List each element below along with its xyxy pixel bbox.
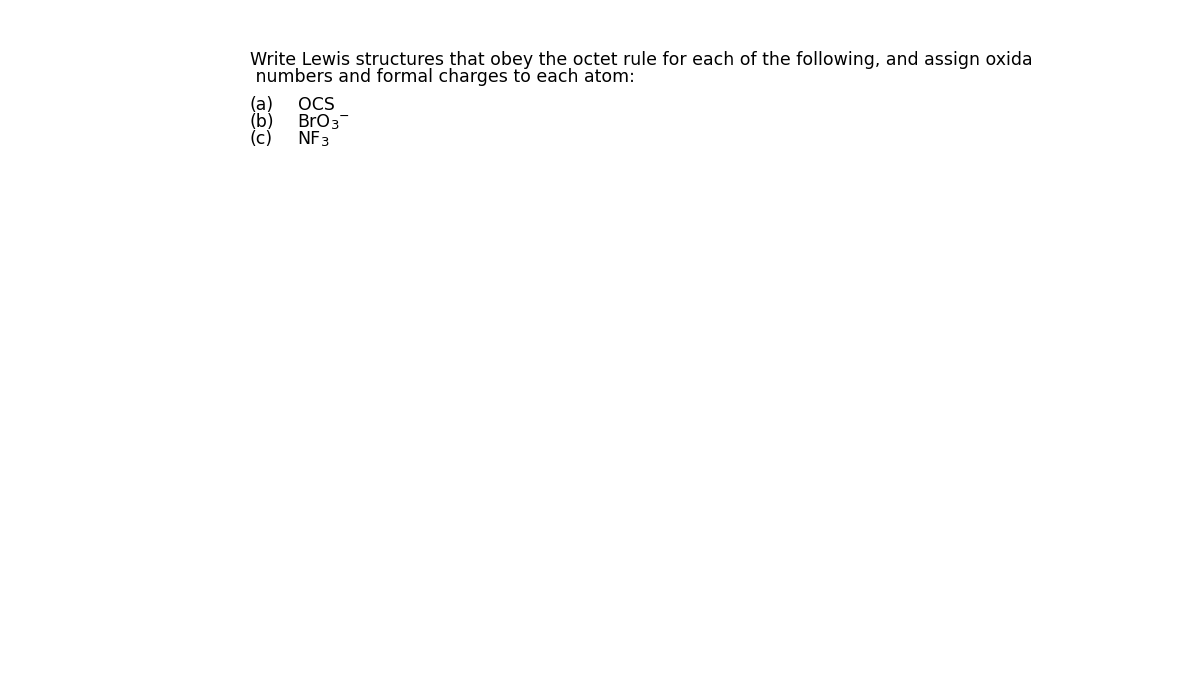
Text: 3: 3 <box>320 136 329 149</box>
Text: numbers and formal charges to each atom:: numbers and formal charges to each atom: <box>250 68 635 86</box>
Text: Write Lewis structures that obey the octet rule for each of the following, and a: Write Lewis structures that obey the oct… <box>250 51 1032 69</box>
Text: OCS: OCS <box>298 96 335 114</box>
Text: 3: 3 <box>331 119 340 132</box>
Text: BrO: BrO <box>298 113 331 131</box>
Text: (c): (c) <box>250 130 272 148</box>
Text: (b): (b) <box>250 113 275 131</box>
Text: (a): (a) <box>250 96 274 114</box>
Text: NF: NF <box>298 130 320 148</box>
Text: −: − <box>340 110 349 123</box>
